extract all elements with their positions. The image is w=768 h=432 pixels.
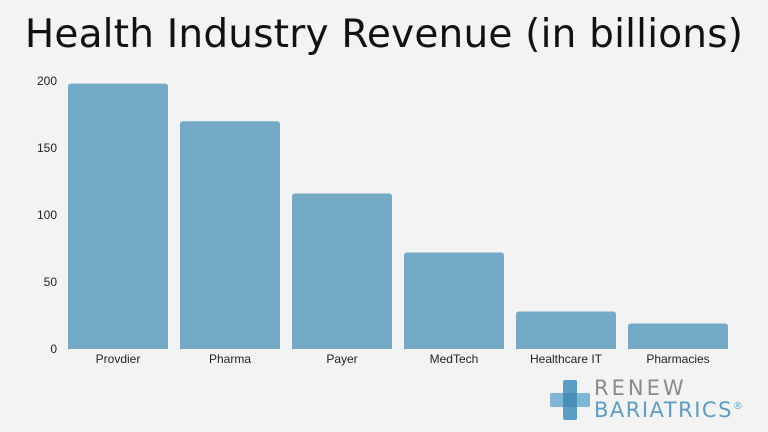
registered-mark: ®: [732, 401, 743, 412]
bar-healthcare-it: [516, 311, 616, 349]
x-tick-label: Pharmacies: [646, 352, 709, 366]
bar-provdier: [68, 83, 168, 350]
bar-pharmacies: [628, 323, 728, 349]
y-tick-label: 100: [37, 208, 57, 222]
bar-pharma: [180, 121, 280, 349]
y-tick-label: 0: [50, 342, 57, 356]
y-tick-label: 150: [37, 141, 57, 155]
logo-text-bariatrics-word: BARIATRICS: [594, 398, 733, 422]
x-tick-label: Healthcare IT: [530, 352, 603, 366]
brand-logo: RENEW BARIATRICS®: [548, 376, 758, 424]
x-tick-label: MedTech: [430, 352, 479, 366]
bar-payer: [292, 193, 392, 349]
x-tick-label: Pharma: [209, 352, 251, 366]
x-tick-label: Payer: [326, 352, 357, 366]
logo-text-renew: RENEW: [594, 376, 687, 400]
x-tick-label: Provdier: [96, 352, 141, 366]
bar-medtech: [404, 252, 504, 349]
y-tick-label: 200: [37, 74, 57, 88]
medical-cross-icon: [550, 380, 590, 420]
chart-title: Health Industry Revenue (in billions): [24, 12, 744, 57]
y-tick-label: 50: [44, 275, 58, 289]
logo-text-bariatrics: BARIATRICS®: [594, 398, 743, 422]
